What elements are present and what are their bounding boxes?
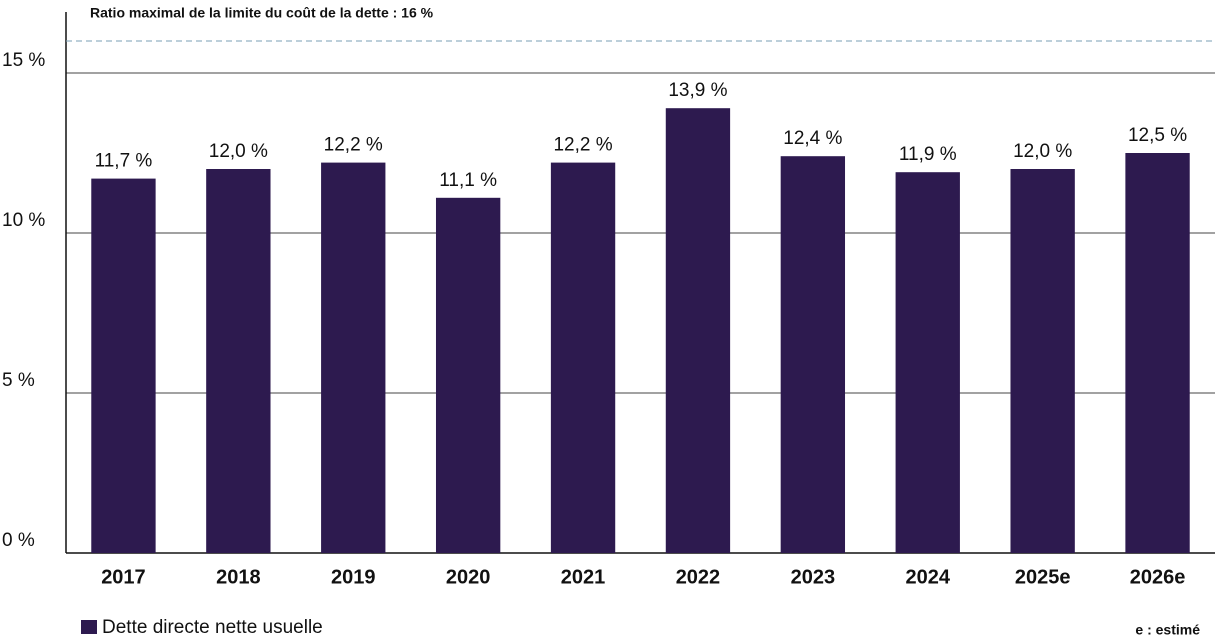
x-tick-label: 2024 — [906, 566, 951, 588]
data-label: 13,9 % — [668, 80, 727, 101]
data-label: 12,0 % — [209, 141, 268, 162]
data-label: 12,4 % — [783, 128, 842, 149]
bar — [665, 108, 731, 553]
data-label: 11,9 % — [899, 144, 957, 165]
x-tick-label: 2021 — [561, 566, 606, 588]
x-tick-label: 2023 — [791, 566, 836, 588]
bar — [550, 162, 616, 553]
x-tick-label: 2018 — [216, 566, 261, 588]
bar — [435, 197, 501, 554]
bar — [1010, 169, 1075, 553]
bar — [321, 162, 386, 553]
y-tick-label: 5 % — [2, 370, 35, 391]
data-label: 12,0 % — [1013, 141, 1072, 162]
note: e : estimé — [1135, 622, 1200, 638]
y-tick-label: 0 % — [2, 530, 35, 551]
y-tick-label: 15 % — [2, 50, 45, 71]
x-tick-label: 2019 — [331, 566, 376, 588]
data-label: 11,7 % — [95, 151, 153, 172]
data-label: 11,1 % — [439, 170, 497, 191]
bar — [895, 172, 960, 553]
data-label: 12,5 % — [1128, 125, 1187, 146]
legend-swatch — [81, 620, 97, 634]
x-tick-label: 2022 — [676, 566, 721, 588]
x-tick-label: 2026e — [1130, 566, 1186, 588]
x-tick-label: 2025e — [1015, 566, 1071, 588]
bar — [206, 169, 271, 553]
x-tick-label: 2020 — [446, 566, 491, 588]
threshold-label: Ratio maximal de la limite du coût de la… — [90, 5, 434, 21]
x-tick-label: 2017 — [101, 566, 146, 588]
bar — [91, 178, 156, 553]
legend-label: Dette directe nette usuelle — [102, 617, 323, 638]
data-label: 12,2 % — [324, 135, 383, 156]
bar — [780, 156, 846, 553]
data-label: 12,2 % — [553, 135, 612, 156]
y-tick-label: 10 % — [2, 210, 45, 231]
bar — [1125, 153, 1190, 553]
